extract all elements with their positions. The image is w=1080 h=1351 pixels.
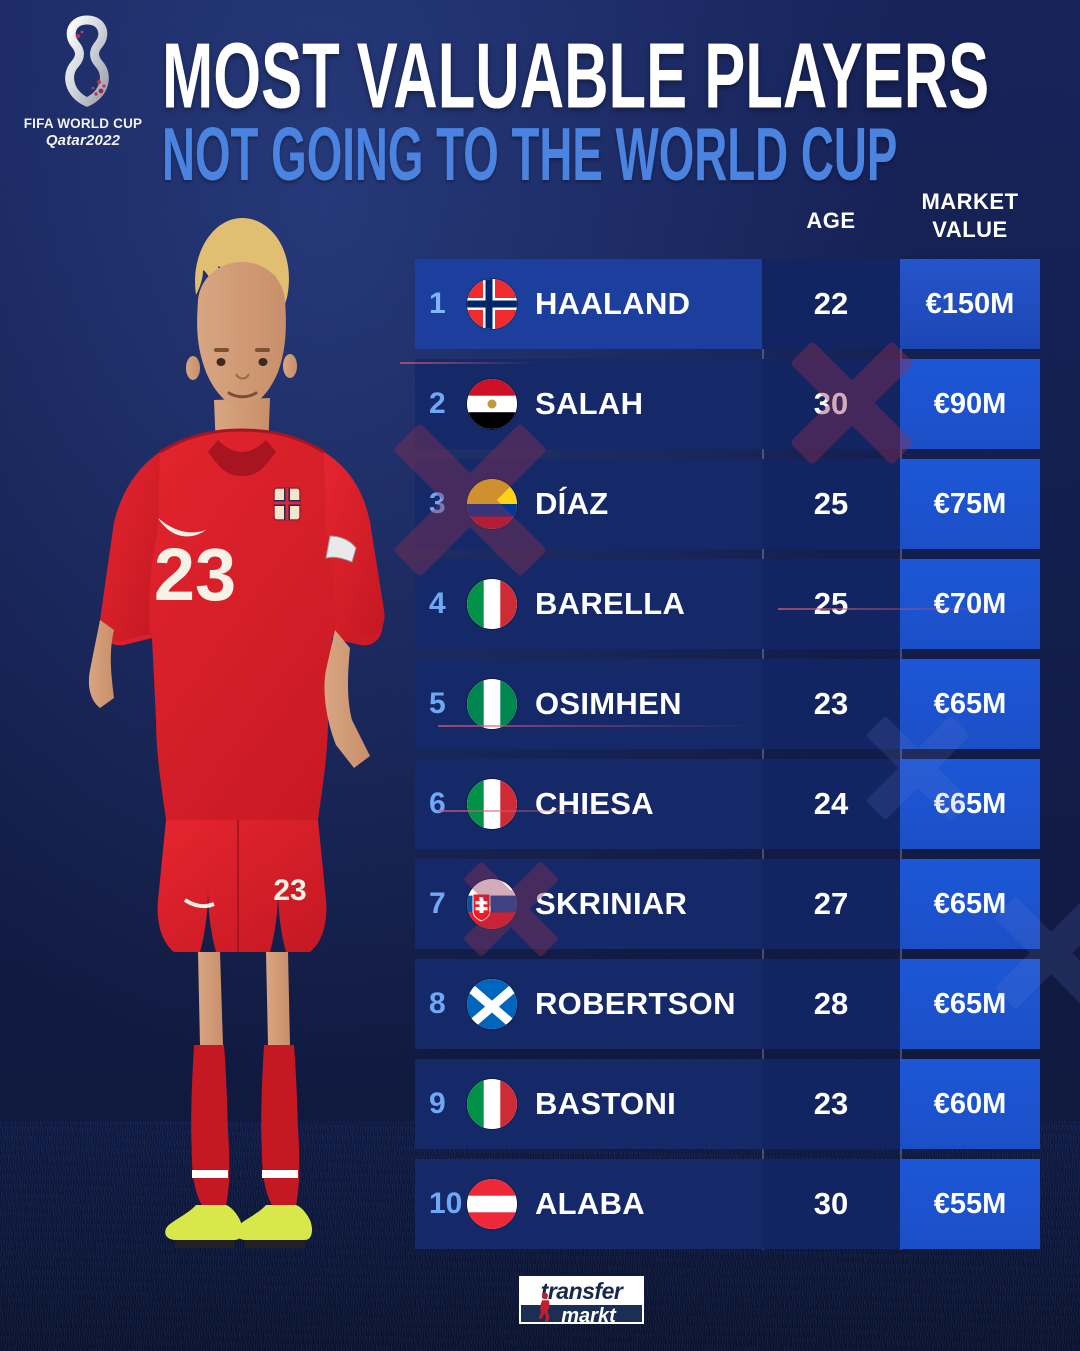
svg-text:23: 23 [273, 874, 306, 907]
svg-text:23: 23 [154, 533, 236, 616]
